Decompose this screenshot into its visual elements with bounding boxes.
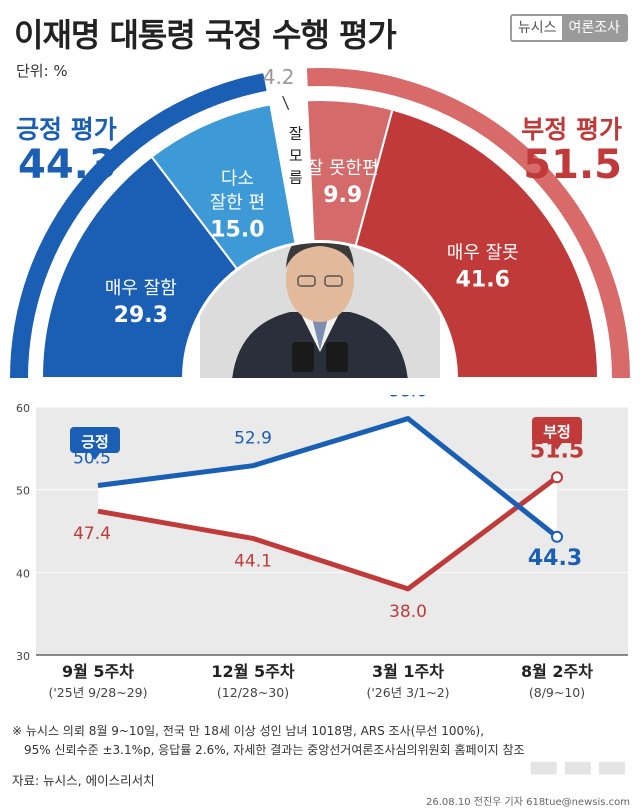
- data-source: 자료: 뉴시스, 에이스리서치: [12, 773, 155, 788]
- positive-end-point: [551, 530, 563, 543]
- byline-credit: 26.08.10 전진우 기자 618tue@newsis.com: [426, 797, 630, 808]
- x-tick-label: 3월 1주차: [372, 662, 444, 681]
- seg-very-good: [40, 155, 239, 379]
- positive-line: [97, 416, 559, 539]
- watermark-logo: ▬▬▬: [527, 746, 630, 786]
- positive-rating-value: 44.3: [18, 142, 117, 188]
- very-bad-label: 매우 잘못: [447, 242, 519, 263]
- dont-know-label: 모: [289, 146, 303, 164]
- negative-rating-value: 51.5: [523, 142, 622, 188]
- brand-section: 여론조사: [562, 16, 626, 40]
- brand-name: 뉴시스: [511, 16, 563, 40]
- positive-rating-title: 긍정 평가: [16, 115, 117, 144]
- survey-note-line1: ※ 뉴시스 의뢰 8월 9~10일, 전국 만 18세 이상 성인 남녀 101…: [12, 724, 485, 738]
- dont-know-value: 4.2: [263, 65, 295, 89]
- very-good-value: 29.3: [114, 303, 168, 328]
- negative-series-tag-text: 부정: [543, 423, 571, 441]
- x-tick-sublabel: ('26년 3/1~2): [366, 685, 449, 700]
- somewhat-bad-label: 잘 못한편: [307, 158, 379, 179]
- positive-data-label: 50.5: [73, 449, 111, 469]
- somewhat-good-label: 잘한 편: [210, 192, 265, 213]
- somewhat-bad-value: 9.9: [323, 183, 362, 208]
- very-bad: 매우 잘못 41.6: [447, 242, 519, 292]
- x-tick-sublabel: ('25년 9/28~29): [48, 685, 147, 700]
- x-tick-label: 8월 2주차: [521, 662, 593, 681]
- positive-outer-arc: [10, 73, 267, 378]
- page-title: 이재명 대통령 국정 수행 평가: [14, 16, 397, 54]
- brand-badge: 뉴시스 여론조사: [509, 14, 628, 42]
- trend-line-chart: 3040506050.552.958.644.347.444.138.051.5…: [16, 395, 628, 700]
- dont-know-label: 잘: [289, 124, 303, 142]
- x-tick-sublabel: (8/9~10): [529, 685, 585, 700]
- survey-note-line2: 95% 신뢰수준 ±3.1%p, 응답률 2.6%, 자세한 결과는 중앙선거여…: [24, 743, 525, 757]
- x-tick-label: 9월 5주차: [62, 662, 134, 681]
- positive-series-tag-text: 긍정: [81, 433, 109, 451]
- positive-series-tag: 긍정: [70, 427, 120, 460]
- negative-rating-title: 부정 평가: [521, 115, 622, 144]
- positive-data-label: 44.3: [528, 546, 582, 571]
- negative-series-tag: 부정: [532, 417, 582, 450]
- very-bad-value: 41.6: [456, 267, 510, 292]
- gap-fill: [98, 418, 557, 589]
- y-tick-label: 50: [16, 485, 30, 498]
- positive-data-label: 52.9: [234, 429, 272, 449]
- positive-data-label: 58.6: [389, 395, 427, 402]
- survey-note: ※ 뉴시스 의뢰 8월 9~10일, 전국 만 18세 이상 성인 남녀 101…: [12, 722, 525, 760]
- somewhat-good-value: 15.0: [210, 217, 264, 242]
- unit-label: 단위: %: [16, 62, 68, 80]
- dont-know-leader: [282, 95, 290, 111]
- negative-line: [97, 475, 559, 592]
- x-tick-sublabel: (12/28~30): [217, 685, 289, 700]
- somewhat-good-label: 다소: [221, 168, 254, 189]
- y-tick-label: 60: [16, 402, 30, 415]
- dont-know-label: 름: [289, 168, 303, 186]
- negative-data-label: 47.4: [73, 524, 111, 544]
- negative-data-label: 44.1: [234, 551, 272, 571]
- seg-very-bad: [354, 108, 600, 379]
- dont-know: 잘모름 4.2: [263, 65, 303, 186]
- x-tick-label: 12월 5주차: [211, 662, 294, 681]
- very-good-label: 매우 잘함: [105, 278, 177, 299]
- somewhat-bad: 잘 못한편 9.9: [307, 158, 379, 208]
- very-good: 매우 잘함 29.3: [105, 278, 177, 328]
- y-tick-label: 40: [16, 567, 30, 580]
- negative-data-label: 38.0: [389, 602, 427, 622]
- negative-end-point: [551, 471, 563, 484]
- y-tick-label: 30: [16, 650, 30, 663]
